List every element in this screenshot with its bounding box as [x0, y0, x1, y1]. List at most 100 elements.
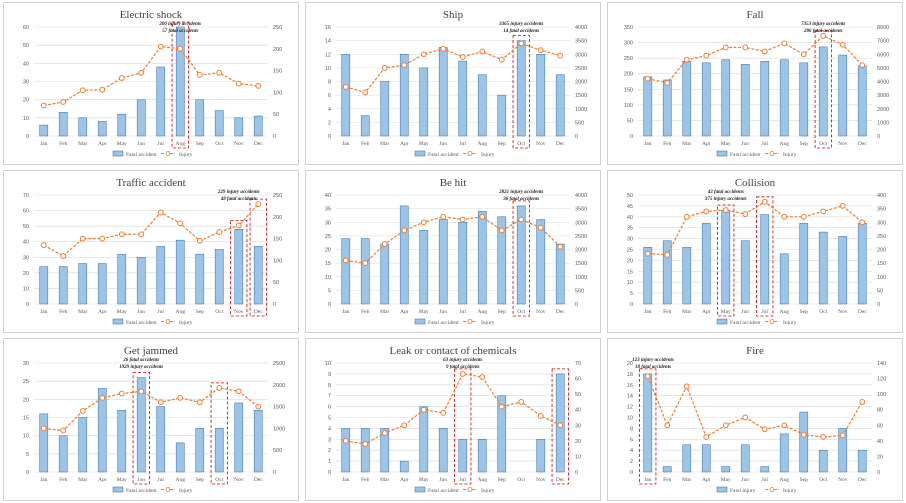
- bar: [360, 238, 370, 305]
- injury-point: [781, 213, 788, 220]
- injury-point: [839, 203, 846, 209]
- injury-point: [557, 52, 564, 59]
- y-right-tick-label: 3000: [877, 93, 889, 99]
- injury-point: [479, 48, 486, 55]
- y-right-tick-label: 2500: [575, 66, 587, 72]
- injury-point: [557, 422, 564, 429]
- annotation: 229 injury accidents: [217, 190, 260, 195]
- y-left-tick-label: 10: [325, 66, 331, 72]
- bar: [458, 60, 468, 137]
- bar: [477, 211, 487, 305]
- bar: [857, 223, 867, 305]
- x-tick-label: Nov: [234, 309, 244, 315]
- chart-title: Leak or contact of chemicals: [389, 345, 516, 357]
- injury-point: [800, 213, 807, 220]
- bar: [195, 428, 205, 473]
- annotation: 14 fatal accidents: [503, 29, 539, 34]
- x-tick-label: Feb: [361, 477, 370, 483]
- bar: [419, 230, 429, 305]
- y-left-tick-label: 150: [624, 87, 633, 93]
- y-left-tick-label: 6: [328, 405, 331, 411]
- y-left-tick-label: 0: [26, 470, 29, 476]
- y-right-tick-label: 0: [273, 302, 276, 308]
- bar: [838, 54, 848, 137]
- bar: [818, 449, 828, 473]
- injury-point: [60, 253, 67, 259]
- y-right-tick-label: 4000: [575, 193, 587, 199]
- legend-bar-label: Fatal accident: [126, 320, 157, 326]
- bar: [195, 99, 205, 137]
- bar: [175, 26, 185, 137]
- bar: [175, 442, 185, 473]
- injury-point: [703, 208, 710, 215]
- y-left-tick-label: 20: [23, 397, 29, 403]
- bar: [838, 428, 848, 473]
- y-right-tick-label: 40: [575, 408, 581, 414]
- x-tick-label: Jan: [644, 477, 652, 483]
- y-right-tick-label: 80: [877, 408, 883, 414]
- annotation: 9 fatal accidents: [446, 365, 480, 370]
- x-tick-label: Dec: [556, 141, 565, 147]
- chart-svg: Collision 0 5 10 15 20 25 30 35 40 45 50 0 50 100 150 20…: [627, 177, 886, 326]
- x-tick-label: Mar: [682, 309, 691, 315]
- injury-point: [518, 216, 525, 223]
- bar: [156, 246, 166, 305]
- injury-point: [459, 371, 466, 377]
- highlight-box: [512, 35, 530, 149]
- y-right-tick-label: 50: [273, 280, 279, 286]
- bar: [399, 205, 409, 305]
- bar: [156, 66, 166, 137]
- bar: [857, 449, 867, 473]
- x-tick-label: Aug: [780, 141, 790, 147]
- x-tick-label: Jan: [342, 309, 350, 315]
- injury-line: [43, 203, 259, 257]
- legend-bar-swatch: [716, 486, 728, 493]
- legend-bar-swatch: [112, 318, 124, 325]
- chart-panel-traffic-accident: Traffic accident 0 10 20 30 40 50 60 70 0 50 100 150…: [3, 170, 299, 333]
- y-left-tick-label: 30: [23, 255, 29, 261]
- x-tick-label: Sep: [800, 477, 809, 483]
- bar: [643, 247, 653, 305]
- chart-svg: Be hit 0 5 10 15 20 25 30 35 40 0 500 1000 1500 2000 25…: [325, 177, 587, 326]
- x-tick-label: Jun: [137, 477, 145, 483]
- annotation: 57 fatal accidents: [162, 29, 198, 34]
- x-tick-label: Nov: [838, 141, 848, 147]
- chart-panel-get-jammed: Get jammed 0 5 10 15 20 25 30 0 500 1000 1500 2000 25…: [3, 338, 299, 501]
- y-left-tick-label: 100: [624, 103, 633, 109]
- injury-point: [196, 399, 203, 406]
- y-right-tick-label: 2000: [273, 383, 285, 389]
- x-tick-label: Dec: [556, 477, 565, 483]
- annotation: 375 injury accidents: [704, 197, 747, 202]
- bar: [175, 239, 185, 305]
- x-tick-label: Sep: [498, 141, 507, 147]
- legend-line-marker: [467, 487, 473, 492]
- chart-panel-collision: Collision 0 5 10 15 20 25 30 35 40 45 50 0 50 100 150 20…: [607, 170, 903, 333]
- injury-point: [235, 80, 242, 87]
- y-right-tick-label: 0: [273, 470, 276, 476]
- y-left-tick-label: 25: [23, 379, 29, 385]
- injury-point: [683, 213, 690, 220]
- legend-line-label: Injury: [179, 152, 193, 158]
- injury-point: [255, 201, 262, 208]
- chart-svg: Electric shock 0 10 20 30 40 50 60 0 50 100 150 200 2…: [23, 9, 282, 158]
- y-left-tick-label: 70: [23, 193, 29, 199]
- highlight-box: [639, 368, 657, 485]
- x-tick-label: Nov: [536, 477, 546, 483]
- y-left-tick-label: 20: [627, 258, 633, 264]
- bar: [818, 46, 828, 137]
- y-left-tick-label: 6: [328, 93, 331, 99]
- x-tick-label: Apr: [400, 477, 409, 483]
- chart-svg: Traffic accident 0 10 20 30 40 50 60 70 0 50 100 150…: [23, 177, 282, 326]
- y-left-tick-label: 40: [325, 193, 331, 199]
- annotation: 48 fatal accidents: [220, 197, 257, 202]
- injury-point: [255, 82, 262, 89]
- x-tick-label: Apr: [400, 141, 409, 147]
- x-tick-label: Mar: [380, 309, 389, 315]
- injury-point: [420, 406, 427, 413]
- bar: [380, 243, 390, 305]
- x-tick-label: Oct: [215, 141, 223, 147]
- injury-line: [647, 201, 863, 256]
- bar: [97, 121, 107, 137]
- y-right-tick-label: 20: [877, 454, 883, 460]
- y-left-tick-label: 4: [328, 107, 331, 113]
